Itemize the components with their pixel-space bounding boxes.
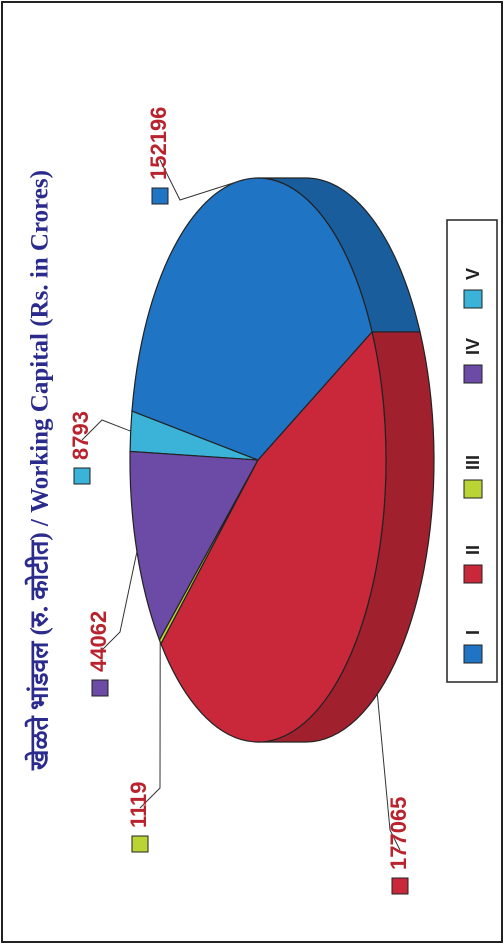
legend-box	[446, 219, 498, 683]
slice	[160, 330, 387, 743]
leader-line	[81, 419, 131, 441]
data-label: 152196	[146, 107, 171, 180]
slice	[129, 450, 259, 642]
label-swatch	[131, 835, 149, 853]
legend-label: III	[463, 455, 483, 470]
label-swatch	[91, 679, 109, 697]
data-label: 8793	[68, 411, 93, 460]
data-label: 44062	[86, 611, 111, 672]
leader-line	[376, 694, 401, 851]
legend-swatch	[463, 644, 483, 664]
legend-label: V	[463, 268, 483, 280]
rotated-chart: खेळते भांडवल (रु. कोटीत) / Working Capit…	[25, 107, 498, 895]
label-swatch	[73, 467, 91, 485]
leader-line	[139, 641, 161, 809]
legend-label: II	[463, 545, 483, 555]
legend-label: I	[463, 630, 483, 635]
legend-swatch	[463, 479, 483, 499]
leader-line	[159, 159, 240, 201]
label-swatch	[391, 877, 409, 895]
legend-swatch	[463, 364, 483, 384]
leader-line	[99, 551, 138, 653]
data-label: 177065	[386, 797, 411, 870]
legend-label: IV	[463, 338, 483, 355]
legend-swatch	[463, 564, 483, 584]
data-label: 1119	[126, 781, 151, 828]
label-swatch	[151, 187, 169, 205]
chart-title: खेळते भांडवल (रु. कोटीत) / Working Capit…	[25, 170, 54, 771]
legend-swatch	[463, 289, 483, 309]
